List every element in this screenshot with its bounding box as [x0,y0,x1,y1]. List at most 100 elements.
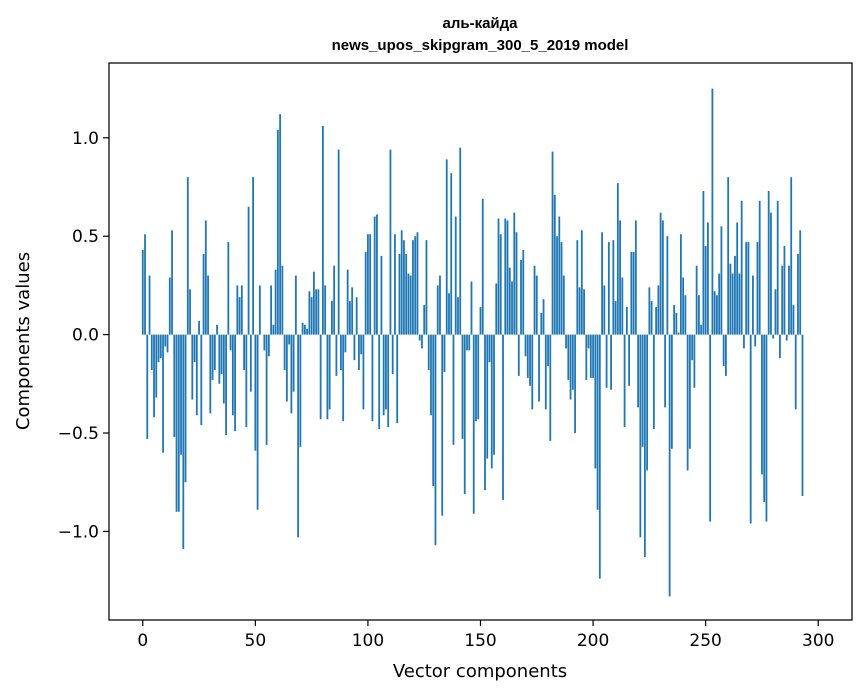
bar [547,334,549,367]
bar [141,249,144,335]
bar [650,301,653,335]
bar [247,206,250,335]
bar [776,200,779,335]
bar [306,328,309,335]
bar [369,234,372,335]
bar [670,334,673,449]
bar [511,281,513,335]
bar [529,334,531,386]
bar [403,240,405,335]
bar [682,277,685,335]
bar [468,334,471,351]
bar [475,334,477,422]
x-tick-label: 0 [137,631,148,651]
bar [583,289,585,335]
bar [290,334,293,414]
bar [231,334,234,416]
bar [461,334,464,439]
bar [218,334,221,384]
bar [283,334,286,371]
x-tick-label: 150 [464,631,496,651]
bar [443,334,446,373]
bar [666,236,669,335]
bar [736,222,739,335]
bar [207,275,209,335]
plot-frame [108,62,853,621]
bar [576,240,579,335]
bar [326,334,329,420]
bar [596,334,599,510]
bar [355,297,358,335]
bar [412,240,414,335]
bar [430,334,432,416]
bar [258,285,261,335]
bar [684,295,687,335]
bar [779,334,781,359]
bar [756,242,759,335]
bar [693,334,696,388]
bar [698,295,700,335]
bar [297,334,300,538]
bar [441,334,444,516]
bar [758,200,761,335]
bar [493,334,495,455]
bar [321,125,324,335]
bar [540,312,543,335]
bar [499,234,502,335]
bar [157,334,160,363]
bar [362,334,365,410]
bar [400,230,403,335]
bar [281,265,284,335]
bar [378,334,381,430]
bar [270,285,273,335]
bar [524,334,527,357]
bar [522,249,525,335]
bar [720,226,723,335]
bar [668,334,671,597]
y-tick-label: 0.0 [72,326,99,346]
x-tick-label: 300 [802,631,834,651]
bar [292,334,295,392]
bar [763,334,766,502]
bar [346,269,349,335]
bar [173,334,176,437]
bar [610,334,612,390]
bar [740,200,743,335]
bar [146,334,149,439]
bar [752,275,754,335]
bar [312,271,315,335]
bar [324,285,327,335]
bar [481,198,484,335]
bar [249,334,252,392]
bar [222,334,225,404]
bar [186,177,189,335]
bar [184,334,187,483]
bar [148,275,151,335]
y-tick-label: −1.0 [58,522,99,542]
bar [279,114,282,335]
bar [497,218,500,335]
bar [254,334,257,451]
bar [360,334,363,355]
bar [567,334,570,380]
bar [164,334,167,347]
bar [416,232,419,335]
bar [364,251,367,335]
bar [216,324,218,335]
bar [585,334,588,380]
bar [607,242,610,335]
bar [652,334,655,430]
bar [182,334,185,550]
bar [335,334,338,376]
bar [427,334,430,371]
bar [560,242,563,335]
bar [702,190,705,335]
bar [466,334,468,351]
bar [506,220,509,335]
bar [153,334,155,418]
bar [243,334,245,371]
bar [198,320,200,335]
bar [646,334,649,471]
bar [589,334,592,378]
